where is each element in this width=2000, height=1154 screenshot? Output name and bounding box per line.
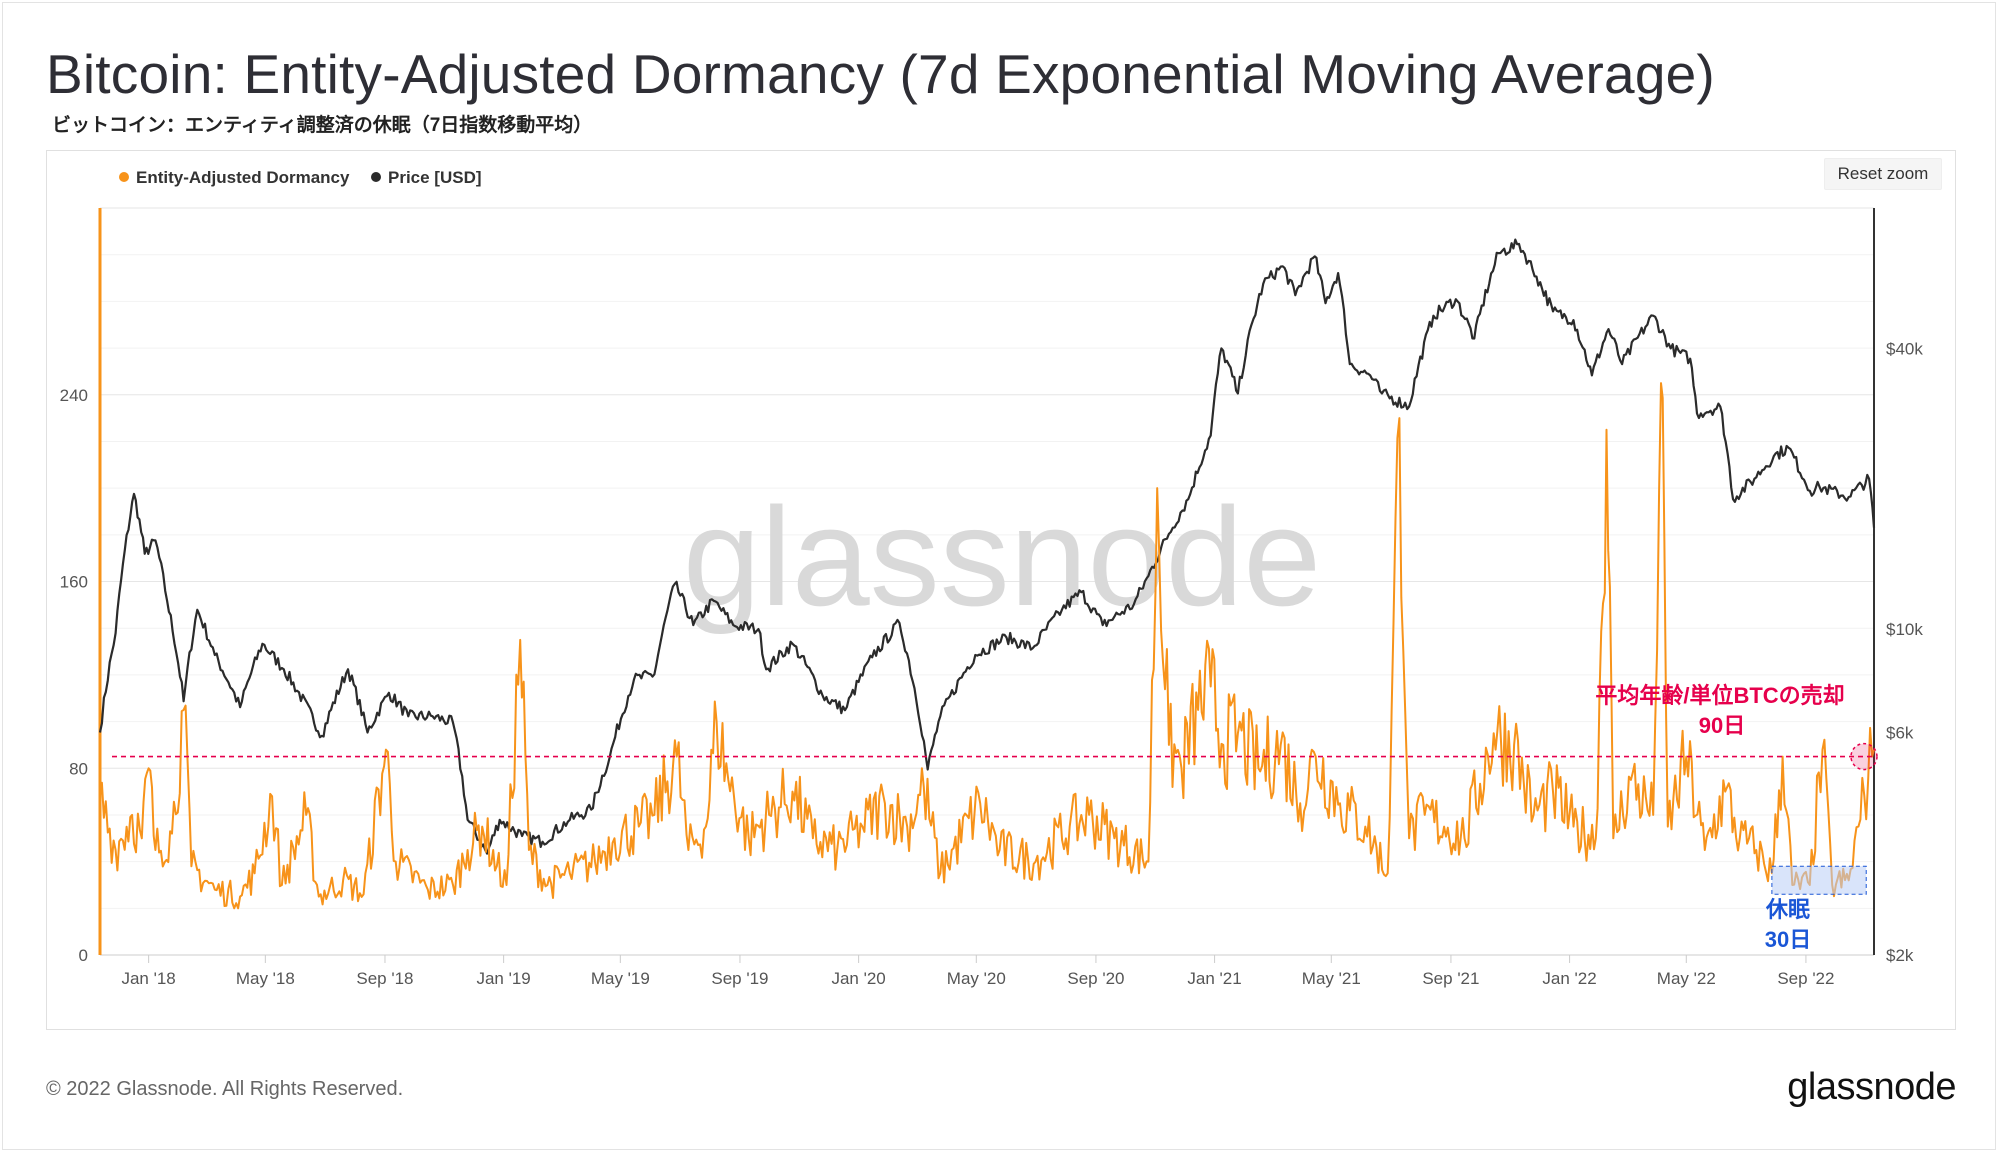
x-tick-label: Jan '22	[1542, 969, 1596, 988]
x-tick-label: May '18	[236, 969, 295, 988]
x-tick-label: May '20	[947, 969, 1006, 988]
left-tick-label: 160	[60, 573, 88, 592]
sell-threshold-label-line2: 90日	[1699, 713, 1745, 738]
right-tick-label: $2k	[1886, 946, 1914, 965]
legend-dormancy-marker[interactable]	[119, 172, 129, 182]
legend-price-marker[interactable]	[371, 172, 381, 182]
x-tick-label: Sep '20	[1067, 969, 1124, 988]
page-subtitle: ビットコイン：エンティティ調整済の休眠（7日指数移動平均）	[52, 115, 593, 136]
x-tick-label: May '19	[591, 969, 650, 988]
price-line	[98, 238, 1876, 855]
watermark: glassnode	[683, 478, 1321, 635]
dormancy-line	[99, 382, 1875, 910]
right-tick-label: $40k	[1886, 339, 1923, 358]
annotations	[112, 742, 1878, 895]
x-tick-label: Jan '18	[121, 969, 175, 988]
sell-threshold-marker	[1850, 742, 1878, 771]
left-tick-label: 0	[79, 946, 88, 965]
left-tick-label: 80	[69, 759, 88, 778]
footer-logo: glassnode	[1787, 1066, 1956, 1108]
sell-threshold-label-line1: 平均年齢/単位BTCの売却	[1595, 683, 1844, 708]
right-tick-label: $6k	[1886, 724, 1914, 743]
dormancy-series	[99, 382, 1875, 910]
x-tick-label: Sep '21	[1422, 969, 1479, 988]
footer-copyright: © 2022 Glassnode. All Rights Reserved.	[46, 1078, 404, 1100]
legend: Entity-Adjusted Dormancy Price [USD]	[119, 168, 482, 187]
x-tick-label: May '21	[1302, 969, 1361, 988]
x-tick-label: Sep '22	[1777, 969, 1834, 988]
legend-dormancy-label[interactable]: Entity-Adjusted Dormancy	[136, 168, 350, 187]
x-tick-label: Sep '19	[711, 969, 768, 988]
x-tick-label: Jan '20	[831, 969, 885, 988]
right-axis: $2k $6k $10k $40k	[1873, 208, 1923, 965]
x-tick-label: Jan '21	[1187, 969, 1241, 988]
left-axis: 0 80 160 240	[60, 208, 102, 965]
price-series	[98, 238, 1876, 855]
dormant-label-line2: 30日	[1765, 927, 1811, 952]
right-tick-label: $10k	[1886, 620, 1923, 639]
x-tick-label: Sep '18	[356, 969, 413, 988]
page-title: Bitcoin: Entity-Adjusted Dormancy (7d Ex…	[46, 43, 1715, 105]
left-tick-label: 240	[60, 386, 88, 405]
legend-price-label[interactable]: Price [USD]	[388, 168, 482, 187]
reset-zoom-button[interactable]: Reset zoom	[1824, 158, 1942, 190]
x-tick-label: May '22	[1657, 969, 1716, 988]
dormant-highlight-box	[1771, 865, 1867, 895]
x-tick-label: Jan '19	[476, 969, 530, 988]
dormant-label-line1: 休眠	[1765, 897, 1810, 922]
x-axis: Jan '18 May '18 Sep '18 Jan '19 May '19 Sep '…	[121, 955, 1834, 988]
